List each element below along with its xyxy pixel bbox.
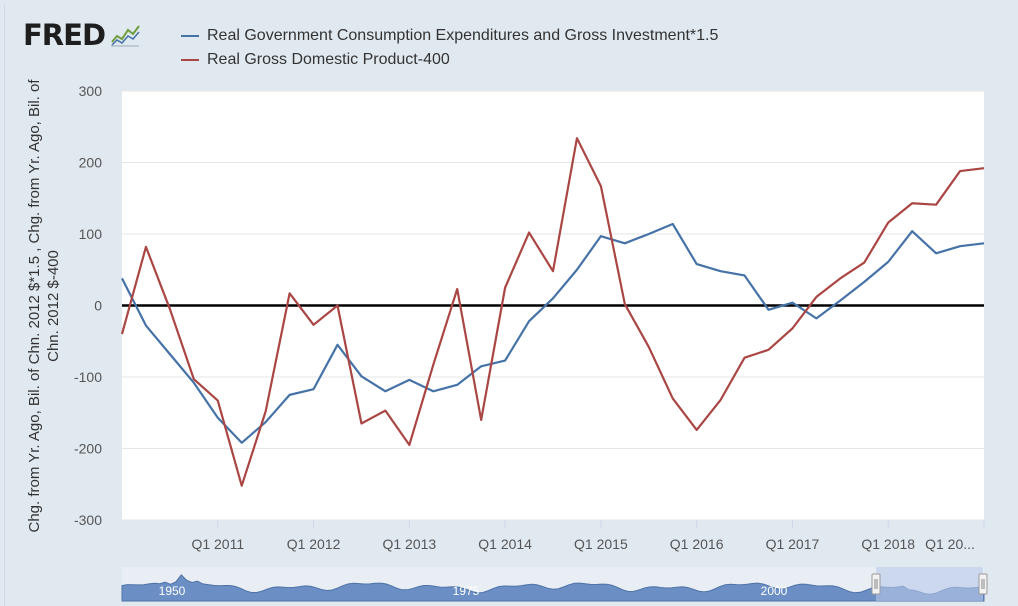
x-tick-label: Q1 2015 [574,536,628,552]
navigator-area [121,574,985,602]
navigator-left-handle[interactable] [871,573,881,595]
x-tick-label: Q1 20... [925,536,975,552]
legend-label-gdp: Real Gross Domestic Product-400 [207,51,450,68]
legend-item-government[interactable]: Real Government Consumption Expenditures… [181,24,718,48]
navigator-labels: 1950 1975 2000 [159,584,788,598]
series-line-government[interactable] [121,222,985,444]
y-tick-label: -300 [74,512,102,528]
legend-swatch-blue [181,35,199,37]
fred-logo[interactable]: FRED [23,18,142,52]
y-axis-ticks: 300 200 100 0 -100 -200 -300 [74,83,102,528]
navigator-year-label: 2000 [761,584,788,598]
x-tick-label: Q1 2014 [478,536,532,552]
x-tick-label: Q1 2011 [191,536,244,552]
navigator-selection[interactable] [876,567,983,601]
series-lines [120,137,985,487]
y-tick-label: -200 [74,441,102,457]
range-navigator[interactable]: 1950 1975 2000 [121,567,988,602]
legend-item-gdp[interactable]: Real Gross Domestic Product-400 [181,48,718,72]
navigator-right-handle[interactable] [978,573,988,595]
y-tick-label: 300 [79,83,103,99]
x-tick-label: Q1 2017 [766,536,820,552]
navigator-year-label: 1975 [453,584,480,598]
y-tick-label: 0 [94,298,102,314]
y-tick-label: 100 [79,226,103,242]
fred-graph-icon [109,22,142,48]
logo-text: FRED [23,18,106,52]
x-tick-label: Q1 2018 [861,536,915,552]
x-tick-label: Q1 2016 [670,536,724,552]
y-tick-label: 200 [79,155,103,171]
series-line-gdp[interactable] [120,137,985,487]
x-tick-label: Q1 2013 [382,536,436,552]
x-axis-ticks: Q1 2011 Q1 2012 Q1 2013 Q1 2014 Q1 2015 Q1 20… [191,520,985,552]
navigator-year-label: 1950 [159,584,186,598]
chart-legend: Real Government Consumption Expenditures… [181,24,718,72]
legend-swatch-red [181,59,199,61]
legend-label-government: Real Government Consumption Expenditures… [207,27,719,44]
y-tick-label: -100 [74,369,102,385]
x-tick-label: Q1 2012 [287,536,341,552]
